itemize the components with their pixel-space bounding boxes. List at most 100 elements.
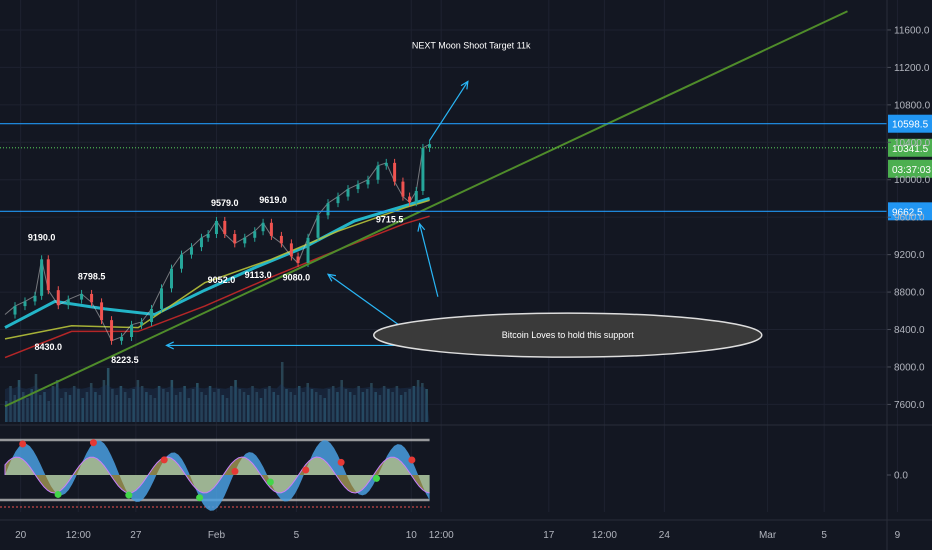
time-tick-label: 27 — [130, 530, 142, 541]
drawings: NEXT Moon Shoot Target 11k Bitcoin Loves … — [165, 41, 763, 358]
volume-bar — [387, 389, 390, 422]
candle-body — [223, 220, 227, 235]
volume-bar — [251, 386, 254, 422]
support-arrow-horizontal-head — [165, 341, 174, 350]
volume-bar — [370, 383, 373, 422]
candle-body — [384, 162, 388, 166]
volume-bar — [285, 389, 288, 422]
price-tick-label: 11600.0 — [894, 25, 930, 36]
candle-body — [326, 203, 330, 216]
candle-body — [428, 144, 432, 148]
volume-bar — [395, 386, 399, 422]
osc-signal-dot — [160, 456, 168, 464]
candle-body — [376, 165, 380, 180]
price-label: 9619.0 — [259, 195, 287, 205]
candle-body — [46, 259, 50, 291]
osc-zero-label: 0.0 — [894, 471, 908, 482]
price-label: 8430.0 — [35, 342, 63, 352]
volume-bar — [306, 383, 309, 422]
price-labels: 9190.0 8798.5 8430.0 8223.5 9579.0 9619.0 9052… — [28, 195, 404, 365]
candle-body — [401, 181, 405, 197]
volume-bar — [43, 392, 46, 422]
level-tag-label: 10598.5 — [892, 120, 929, 131]
price-label: 8798.5 — [78, 271, 106, 281]
candle-body — [100, 302, 104, 321]
time-tick-label: Mar — [759, 530, 777, 541]
support-annotation: Bitcoin Loves to hold this support — [502, 330, 635, 340]
volume-bar — [331, 386, 335, 422]
candle-body — [179, 254, 183, 269]
volume-bar — [225, 398, 229, 422]
volume-bar — [119, 386, 123, 422]
volume-bar — [34, 374, 38, 422]
volume-bar — [421, 383, 424, 422]
candle-body — [408, 196, 412, 203]
volume-bar — [217, 389, 220, 422]
support-arrow-left[interactable] — [327, 273, 409, 332]
volume-bar — [145, 392, 148, 422]
volume-bar — [162, 389, 165, 422]
volume-bar — [280, 362, 284, 422]
volume-bar — [259, 398, 263, 422]
candle-body — [199, 237, 203, 248]
candle-body — [56, 290, 60, 306]
volume-bar — [323, 398, 326, 422]
time-tick-label: 20 — [15, 530, 27, 541]
trendline[interactable] — [4, 10, 848, 408]
support-arrow[interactable] — [419, 223, 439, 297]
candle-body — [140, 322, 144, 325]
osc-signal-dot — [337, 458, 345, 466]
candle-body — [269, 222, 273, 236]
volume-bars — [5, 362, 430, 422]
volume-bar — [293, 395, 297, 422]
price-tick-label: 8400.0 — [894, 325, 925, 336]
time-tick-label: 5 — [821, 530, 827, 541]
candle-body — [414, 190, 418, 203]
volume-bar — [327, 389, 331, 422]
candle-body — [346, 189, 350, 197]
target-annotation[interactable]: NEXT Moon Shoot Target 11k — [412, 41, 531, 51]
candle-body — [40, 259, 44, 296]
volume-bar — [132, 389, 135, 422]
price-label: 9190.0 — [28, 233, 56, 243]
osc-signal-dot — [54, 490, 62, 498]
volume-bar — [77, 389, 80, 422]
time-tick-label: 10 — [406, 530, 418, 541]
volume-bar — [111, 389, 114, 422]
candle-body — [316, 215, 320, 238]
price-tick-label: 10800.0 — [894, 100, 931, 111]
volume-bar — [94, 392, 97, 422]
volume-bar — [221, 395, 225, 422]
osc-signal-dot — [373, 474, 381, 482]
volume-bar — [47, 401, 51, 422]
volume-bar — [140, 386, 144, 422]
support-callout[interactable] — [373, 312, 763, 358]
volume-bar — [382, 386, 386, 422]
volume-bar — [230, 386, 233, 422]
candle-body — [80, 293, 84, 300]
osc-signal-dot — [408, 456, 416, 464]
candle-body — [393, 162, 397, 182]
volume-bar — [179, 392, 182, 422]
target-arrow[interactable] — [429, 81, 469, 141]
volume-bar — [72, 386, 76, 422]
price-label: 9080.0 — [283, 272, 311, 282]
candle-body — [289, 243, 293, 257]
price-tick-label: 9600.0 — [894, 213, 925, 224]
volume-bar — [166, 392, 169, 422]
volume-bar — [183, 386, 186, 422]
volume-bar — [5, 401, 8, 422]
volume-bar — [425, 389, 428, 422]
volume-bar — [416, 380, 420, 422]
volume-bar — [170, 380, 174, 422]
volume-bar — [174, 395, 178, 422]
volume-bar — [272, 392, 276, 422]
candle-body — [279, 235, 283, 244]
volume-bar — [302, 392, 305, 422]
oscillator-pane — [0, 438, 430, 511]
support-arrow-head — [417, 222, 426, 232]
volume-bar — [17, 380, 21, 422]
volume-bar — [128, 398, 131, 422]
